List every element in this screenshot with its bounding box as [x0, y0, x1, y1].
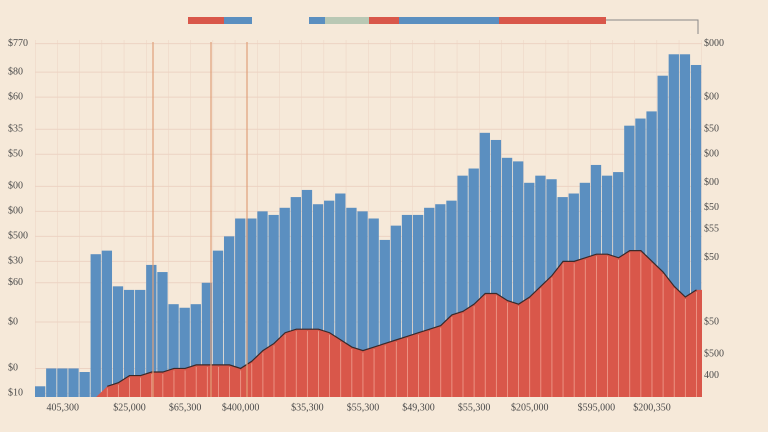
- y-tick-label: $35: [8, 124, 23, 135]
- accent-lines: [152, 42, 248, 397]
- bar: [301, 189, 313, 397]
- y-tick-label: $80: [8, 66, 23, 77]
- bar: [513, 161, 524, 397]
- bar: [179, 307, 190, 397]
- bar: [501, 157, 513, 397]
- bar: [135, 289, 146, 397]
- y2-tick-label: $000: [704, 38, 724, 49]
- bar: [146, 264, 157, 397]
- y-tick-label: $0: [8, 363, 18, 374]
- bar: [479, 132, 490, 397]
- x-tick-label: $35,300: [291, 402, 324, 413]
- x-tick-label: 405,300: [47, 402, 80, 413]
- y2-tick-label: $00: [704, 91, 719, 102]
- bar: [357, 211, 368, 397]
- bar: [390, 225, 402, 397]
- bar: [335, 193, 346, 397]
- y2-tick-label: $50: [704, 316, 719, 327]
- bar: [223, 236, 235, 397]
- y2-tick-label: $55: [704, 224, 719, 235]
- y2-tick-label: $50: [704, 124, 719, 135]
- x-tick-label: $49,300: [402, 402, 435, 413]
- bar: [290, 197, 301, 397]
- bar: [657, 75, 668, 397]
- bar: [90, 254, 101, 397]
- y-tick-label: $30: [8, 256, 23, 267]
- bar: [123, 289, 135, 397]
- y-tick-label: $60: [8, 91, 23, 102]
- bar: [57, 368, 68, 397]
- y2-tick-label: $50: [704, 252, 719, 263]
- bar: [157, 272, 168, 397]
- x-tick-label: $55,300: [347, 402, 380, 413]
- x-tick-label: $25,000: [113, 402, 146, 413]
- bar: [401, 214, 413, 397]
- x-tick-label: $595,000: [578, 402, 616, 413]
- area-edge: [107, 250, 697, 387]
- labels: $770 $80 $60 $35 $50 $00 $00 $500 $30 $60 $0 $0 $10 $…: [8, 38, 724, 413]
- bar: [268, 214, 279, 397]
- marks: [35, 54, 703, 398]
- bar: [346, 207, 357, 397]
- y-tick-label: $0: [8, 316, 18, 327]
- bar: [368, 218, 379, 397]
- bar: [79, 372, 90, 397]
- area: [96, 250, 703, 397]
- bar: [324, 200, 335, 397]
- bar: [412, 214, 424, 397]
- x-tick-label: $205,000: [511, 402, 549, 413]
- y-tick-label: $10: [8, 388, 23, 399]
- y2-tick-label: $00: [704, 149, 719, 160]
- bar: [446, 200, 457, 397]
- bar: [668, 54, 679, 397]
- y-tick-label: $00: [8, 181, 23, 192]
- bar: [257, 211, 268, 397]
- x-tick-label: $400,000: [222, 402, 260, 413]
- y2-tick-label: 400: [704, 370, 719, 381]
- y-tick-label: $00: [8, 206, 23, 217]
- bar: [68, 368, 79, 397]
- bar: [524, 182, 535, 397]
- x-tick-label: $55,300: [458, 402, 491, 413]
- legend-strip: [188, 17, 699, 34]
- bar: [190, 304, 201, 397]
- bar: [468, 168, 479, 397]
- y2-tick-label: $500: [704, 348, 724, 359]
- y2-tick-label: $00: [704, 177, 719, 188]
- bar: [646, 111, 657, 398]
- bar: [246, 218, 257, 397]
- bar: [690, 64, 702, 398]
- bar: [35, 386, 46, 397]
- bar: [457, 175, 468, 397]
- y-tick-label: $770: [8, 38, 28, 49]
- y-tick-label: $500: [8, 231, 28, 242]
- bar: [490, 139, 502, 397]
- y-tick-label: $50: [8, 149, 23, 160]
- bar: [46, 368, 57, 397]
- y2-tick-label: $50: [704, 202, 719, 213]
- bar: [212, 250, 224, 397]
- bar: [235, 218, 246, 397]
- bar: [101, 250, 113, 397]
- bar: [168, 304, 179, 397]
- bar: [379, 239, 390, 397]
- bar: [679, 54, 691, 397]
- x-tick-label: $200,350: [633, 402, 671, 413]
- bar: [312, 204, 324, 397]
- bar: [424, 207, 435, 397]
- bar: [435, 204, 446, 397]
- bar: [112, 286, 124, 397]
- bar: [201, 282, 213, 397]
- bar: [279, 207, 290, 397]
- x-tick-label: $65,300: [169, 402, 202, 413]
- y-tick-label: $60: [8, 277, 23, 288]
